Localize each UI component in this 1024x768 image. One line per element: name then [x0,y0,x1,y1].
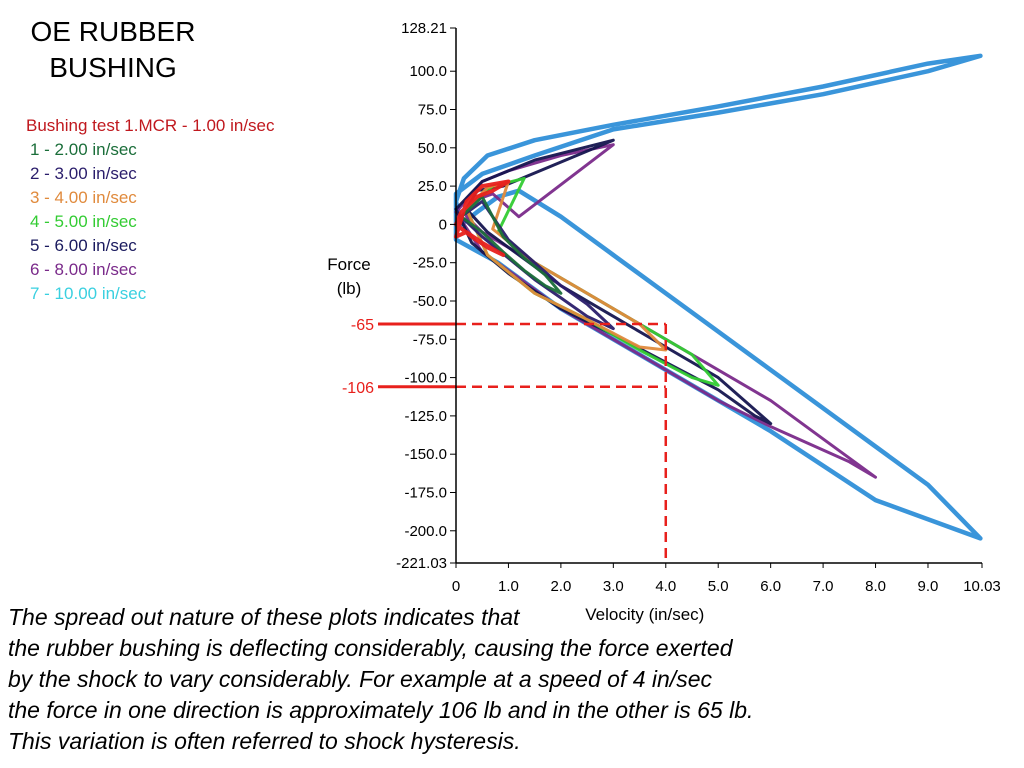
caption-line: the rubber bushing is deflecting conside… [8,635,733,661]
y-tick-label: -50.0 [413,293,447,310]
series-line-5: 2 - 3.00 in/sec [459,199,615,331]
annotation-layer: -65 -106 [342,317,668,563]
y-tick-label: -175.0 [404,484,447,501]
x-tick-label: 6.0 [760,578,781,595]
y-tick-label: 0 [439,216,447,233]
legend-item: 3 - 4.00 in/sec [30,188,137,207]
y-tick-label: 128.21 [401,20,447,37]
x-tick-label: 10.03 [963,578,1001,595]
y-tick-label: -150.0 [404,446,447,463]
x-tick-label: 2.0 [550,578,571,595]
axis-layer: 128.21 100.0 75.0 50.0 25.0 0 -25.0 -50.0 -75.0 -… [396,20,1001,595]
legend-item: 6 - 8.00 in/sec [30,260,137,279]
annotation-label-65: -65 [351,317,374,334]
x-tick-label: 5.0 [708,578,729,595]
x-tick-label: 8.0 [865,578,886,595]
x-tick-label: 4.0 [655,578,676,595]
legend-item: 1 - 2.00 in/sec [30,140,137,159]
series-line-7: Bushing test 1.MCR - 1.00 in/sec [454,179,511,257]
legend-header: Bushing test 1.MCR - 1.00 in/sec [26,116,275,135]
y-tick-label: 100.0 [409,63,447,80]
y-axis-label-unit: (lb) [337,279,362,298]
y-tick-label: -200.0 [404,523,447,540]
y-tick-label: -125.0 [404,408,447,425]
y-axis-label: Force [327,255,370,274]
caption: The spread out nature of these plots ind… [8,602,1018,757]
y-tick-label: -25.0 [413,255,447,272]
chart-title-block: OE RUBBER BUSHING [8,14,218,86]
x-tick-label: 7.0 [813,578,834,595]
caption-line: the force in one direction is approximat… [8,697,754,723]
axis-label-layer: Force (lb) Velocity (in/sec) [327,255,704,624]
x-tick-label: 1.0 [498,578,519,595]
x-tick-label: 9.0 [918,578,939,595]
legend-item: 7 - 10.00 in/sec [30,284,147,303]
series-line-6: 1 - 2.00 in/sec [459,195,563,295]
y-tick-label: -75.0 [413,331,447,348]
series-line-2: 5 - 6.00 in/sec [454,138,773,426]
y-tick-label: -221.03 [396,555,447,572]
caption-line: This variation is often referred to shoc… [8,728,521,754]
legend-item: 5 - 6.00 in/sec [30,236,137,255]
legend: Bushing test 1.MCR - 1.00 in/sec 1 - 2.0… [26,114,296,306]
legend-item: 4 - 5.00 in/sec [30,212,137,231]
legend-item: 2 - 3.00 in/sec [30,164,137,183]
title-line-1: OE RUBBER [30,16,196,47]
y-tick-label: 75.0 [418,102,447,119]
caption-line: by the shock to vary considerably. For e… [8,666,712,692]
x-axis-label: Velocity (in/sec) [585,605,704,624]
y-tick-label: 25.0 [418,178,447,195]
x-tick-label: 0 [452,578,460,595]
series-line-0: 7 - 10.00 in/sec [453,53,983,541]
annotation-label-106: -106 [342,380,374,397]
y-tick-label: 50.0 [418,140,447,157]
y-tick-label: -100.0 [404,370,447,387]
caption-line: The spread out nature of these plots ind… [8,604,520,630]
title-line-2: BUSHING [49,52,177,83]
x-tick-label: 3.0 [603,578,624,595]
